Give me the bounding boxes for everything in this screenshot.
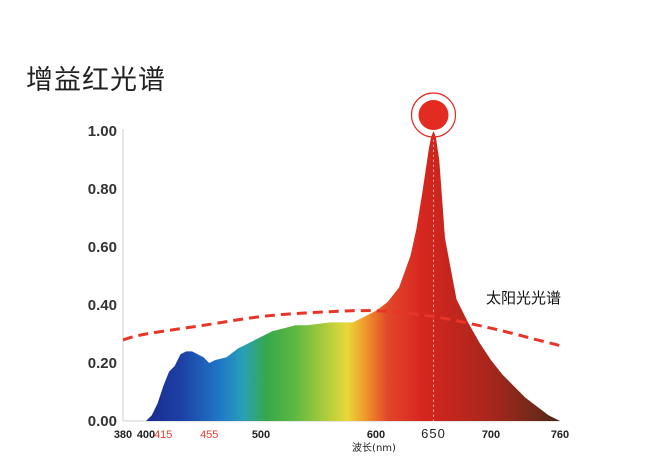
y-tick-label: 0.20 [88, 355, 117, 372]
spectrum-area [146, 131, 560, 421]
series-layer: 太阳光光谱 [122, 92, 561, 421]
y-tick-labels: 0.00 0.20 0.40 0.60 0.80 1.00 [88, 123, 117, 430]
x-tick-label: 380 [114, 429, 132, 441]
x-tick-label: 415 [154, 429, 172, 441]
y-tick-label: 0.60 [88, 239, 117, 256]
peak-marker-ring [410, 92, 457, 138]
y-tick-label: 0.00 [88, 413, 117, 430]
x-axis-label: 波长(nm) [352, 441, 396, 454]
peak-marker-dot [418, 100, 449, 130]
x-tick-label: 400 [137, 429, 155, 441]
x-tick-label: 760 [551, 429, 569, 441]
chart-title: 增益红光谱 [26, 65, 166, 96]
sunlight-series-label: 太阳光光谱 [486, 289, 561, 307]
y-tick-label: 1.00 [88, 123, 117, 140]
x-tick-label: 455 [200, 429, 218, 441]
y-tick-label: 0.80 [88, 181, 117, 198]
x-tick-label: 650 [421, 426, 446, 441]
y-tick-label: 0.40 [88, 297, 117, 314]
sunlight-spectrum-line [122, 309, 561, 348]
x-tick-label: 700 [482, 429, 500, 441]
x-tick-label: 500 [252, 429, 270, 441]
x-tick-label: 600 [367, 429, 385, 441]
